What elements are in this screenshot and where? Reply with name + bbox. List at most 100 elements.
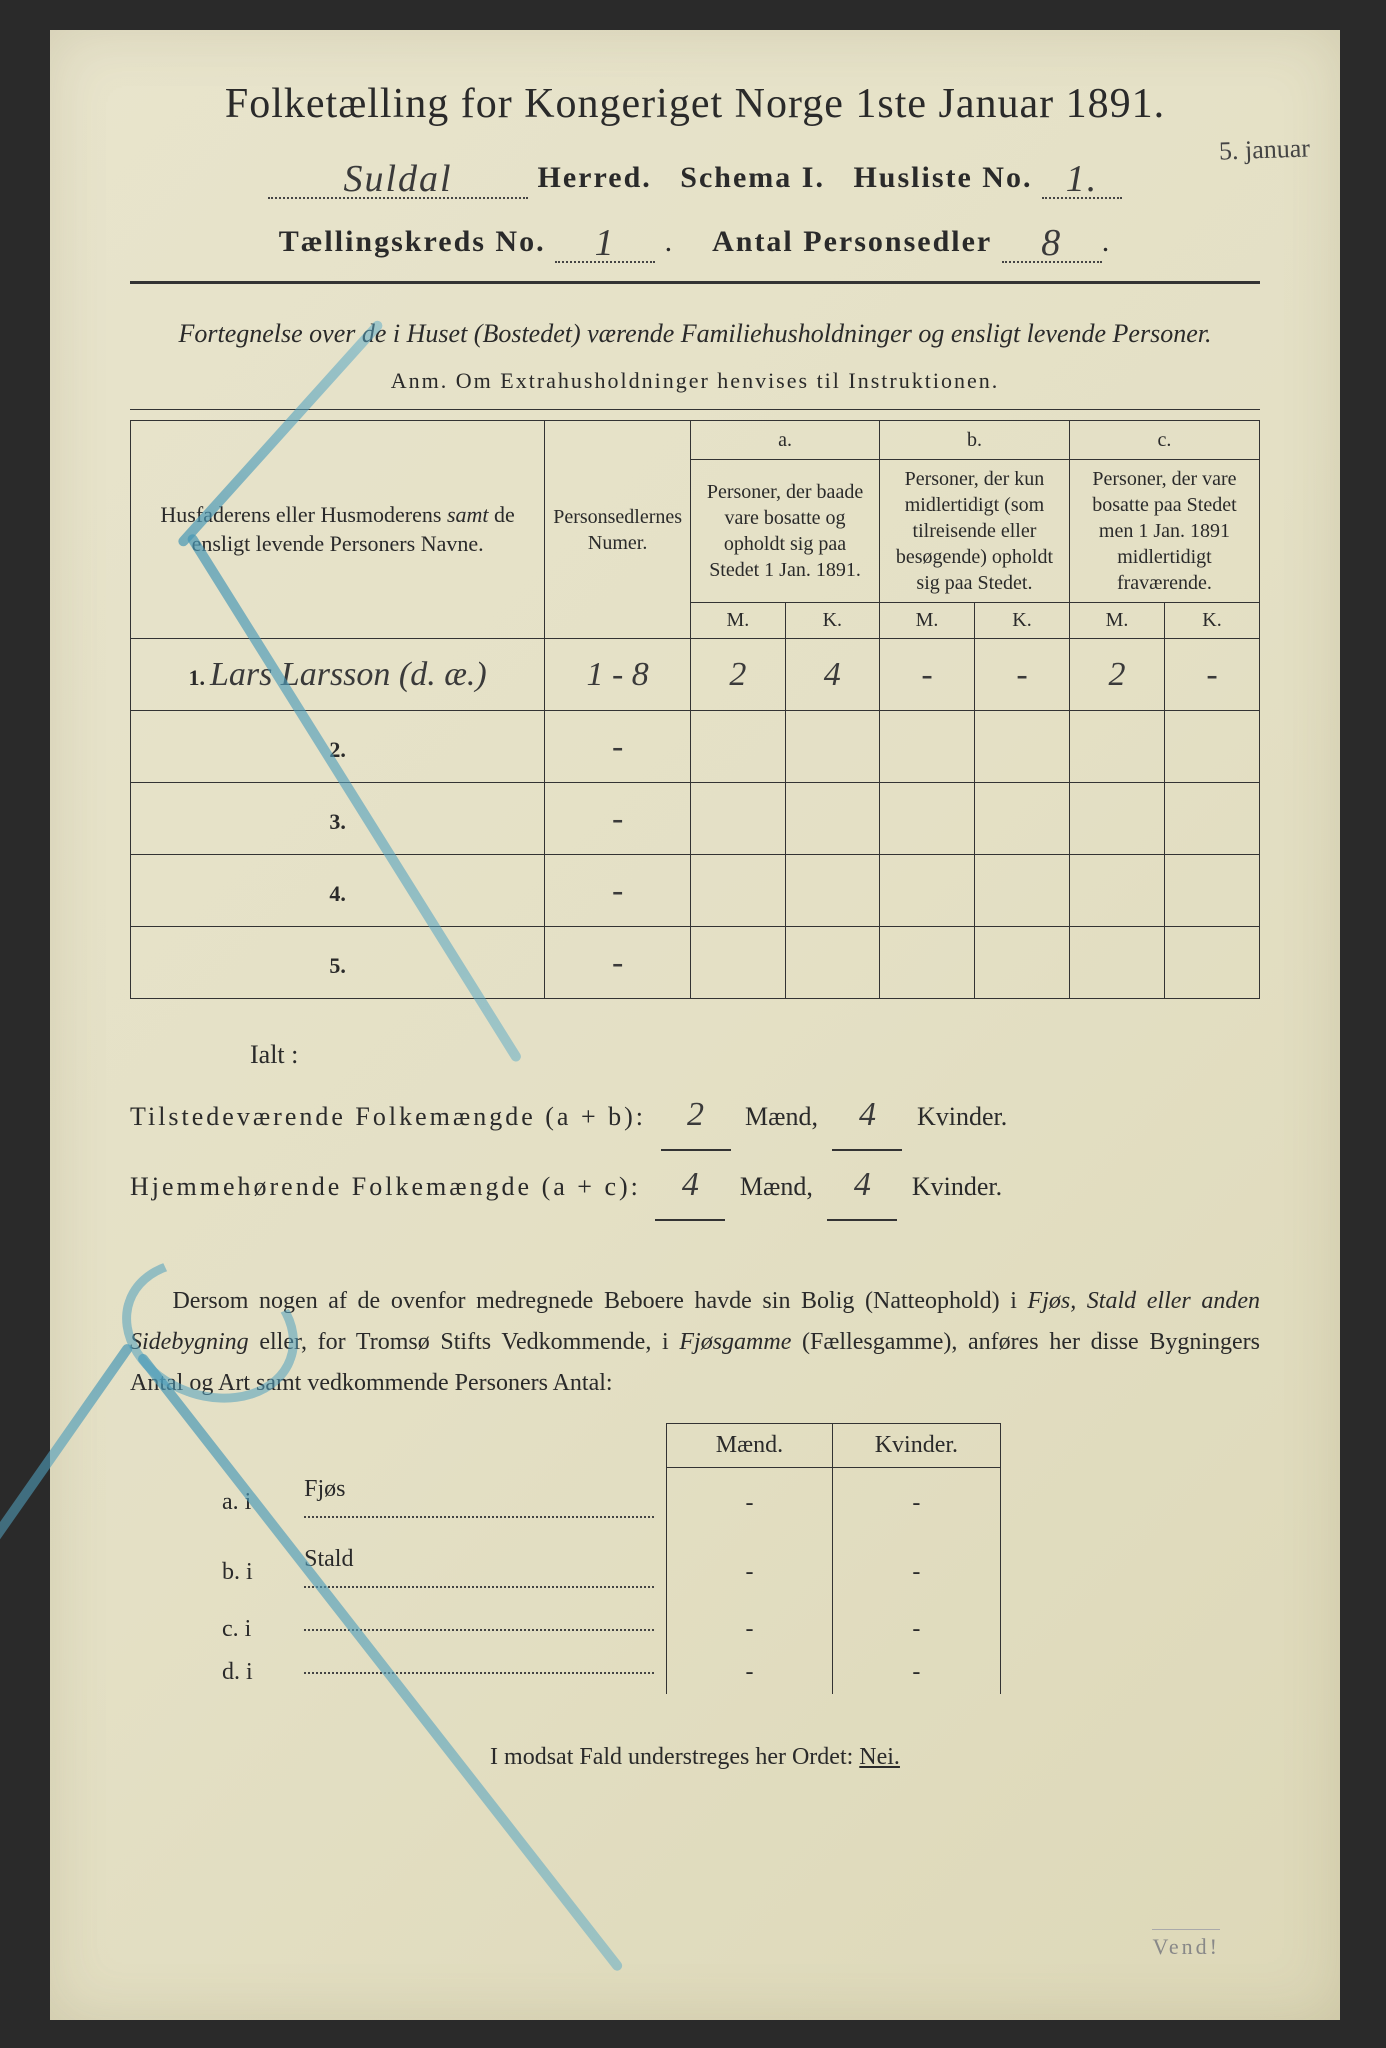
nei-word: Nei. xyxy=(859,1744,900,1770)
cell xyxy=(1165,927,1260,999)
bldg-row: a. iFjøs -- xyxy=(210,1468,1001,1538)
col-a-top: a. xyxy=(691,421,880,460)
bldg-row: c. i -- xyxy=(210,1608,1001,1651)
cell xyxy=(691,855,786,927)
resident-m: 4 xyxy=(655,1151,725,1221)
bldg-label: Stald xyxy=(292,1538,667,1608)
vend-label: Vend! xyxy=(1152,1929,1220,1960)
form-title: Folketælling for Kongeriget Norge 1ste J… xyxy=(130,80,1260,128)
antal-value: 8 xyxy=(1041,222,1062,264)
antal-label: Antal Personsedler xyxy=(712,225,992,258)
kreds-label: Tællingskreds No. xyxy=(279,225,546,258)
building-table: Mænd. Kvinder. a. iFjøs --b. iStald --c.… xyxy=(210,1423,1001,1694)
cell xyxy=(975,927,1070,999)
cell xyxy=(1069,783,1164,855)
cell xyxy=(1069,855,1164,927)
row-num-cell: - xyxy=(545,783,691,855)
present-m: 2 xyxy=(661,1081,731,1151)
bldg-row: d. i -- xyxy=(210,1651,1001,1694)
bldg-maend-header: Mænd. xyxy=(667,1424,833,1468)
cell xyxy=(691,783,786,855)
col-a-header: Personer, der baade vare bosatte og opho… xyxy=(691,460,880,603)
margin-date-note: 5. januar xyxy=(1219,133,1311,166)
maend-label: Mænd, xyxy=(745,1102,818,1131)
table-row: 3. - xyxy=(131,783,1260,855)
bldg-label: Fjøs xyxy=(292,1468,667,1538)
resident-k: 4 xyxy=(827,1151,897,1221)
bldg-key: a. i xyxy=(210,1468,292,1538)
cell xyxy=(1165,855,1260,927)
m-header: M. xyxy=(879,603,974,639)
cell xyxy=(975,855,1070,927)
footer-text: I modsat Fald understreges her Ordet: xyxy=(490,1744,853,1770)
cell xyxy=(785,711,879,783)
resident-label: Hjemmehørende Folkemængde (a + c): xyxy=(130,1172,641,1201)
husliste-label: Husliste No. xyxy=(853,161,1032,194)
cell xyxy=(1165,783,1260,855)
row-num-cell: - xyxy=(545,711,691,783)
row-num-cell: - xyxy=(545,927,691,999)
bldg-key: b. i xyxy=(210,1538,292,1608)
cell xyxy=(879,711,974,783)
row-num-cell: 1 - 8 xyxy=(545,639,691,711)
cell xyxy=(1165,711,1260,783)
bldg-key: d. i xyxy=(210,1651,292,1694)
row-name-cell: 5. xyxy=(131,927,545,999)
col-name-header: Husfaderens eller Husmoderens samt de en… xyxy=(131,421,545,639)
bldg-k: - xyxy=(832,1651,1000,1694)
pencil-stroke xyxy=(0,1342,134,1577)
divider xyxy=(130,409,1260,410)
cell xyxy=(879,855,974,927)
cell: - xyxy=(1165,639,1260,711)
bldg-label xyxy=(292,1651,667,1694)
cell: 4 xyxy=(785,639,879,711)
household-table: Husfaderens eller Husmoderens samt de en… xyxy=(130,420,1260,999)
cell xyxy=(1069,927,1164,999)
col-b-top: b. xyxy=(879,421,1069,460)
ialt-label: Ialt : xyxy=(250,1029,1260,1081)
cell xyxy=(691,927,786,999)
row-name-cell: 1. Lars Larsson (d. æ.) xyxy=(131,639,545,711)
col-c-top: c. xyxy=(1069,421,1259,460)
census-form-page: 5. januar Folketælling for Kongeriget No… xyxy=(50,30,1340,2020)
footer-line: I modsat Fald understreges her Ordet: Ne… xyxy=(130,1744,1260,1771)
bldg-row: b. iStald -- xyxy=(210,1538,1001,1608)
row-name-cell: 2. xyxy=(131,711,545,783)
table-row: 1. Lars Larsson (d. æ.)1 - 824--2- xyxy=(131,639,1260,711)
anm-note: Anm. Om Extrahusholdninger henvises til … xyxy=(130,368,1260,394)
bldg-m: - xyxy=(667,1468,833,1538)
header-line-1: Suldal Herred. Schema I. Husliste No. 1. xyxy=(130,153,1260,199)
bldg-k: - xyxy=(832,1608,1000,1651)
table-row: 5. - xyxy=(131,927,1260,999)
table-row: 2. - xyxy=(131,711,1260,783)
bldg-m: - xyxy=(667,1608,833,1651)
col-num-header: Personsedlernes Numer. xyxy=(545,421,691,639)
present-k: 4 xyxy=(832,1081,902,1151)
header-line-2: Tællingskreds No. 1 . Antal Personsedler… xyxy=(130,217,1260,263)
husliste-value: 1. xyxy=(1066,158,1099,200)
row-num-cell: - xyxy=(545,855,691,927)
cell: - xyxy=(879,639,974,711)
k-header: K. xyxy=(975,603,1070,639)
building-paragraph: Dersom nogen af de ovenfor medregnede Be… xyxy=(130,1281,1260,1403)
subtitle: Fortegnelse over de i Huset (Bostedet) v… xyxy=(130,314,1260,353)
cell xyxy=(1069,711,1164,783)
table-row: 4. - xyxy=(131,855,1260,927)
k-header: K. xyxy=(785,603,879,639)
bldg-k: - xyxy=(832,1538,1000,1608)
row-name-cell: 4. xyxy=(131,855,545,927)
kvinder-label: Kvinder. xyxy=(917,1102,1007,1131)
cell xyxy=(975,783,1070,855)
m-header: M. xyxy=(1069,603,1164,639)
col-c-header: Personer, der vare bosatte paa Stedet me… xyxy=(1069,460,1259,603)
herred-value: Suldal xyxy=(343,158,452,200)
bldg-label xyxy=(292,1608,667,1651)
cell xyxy=(975,711,1070,783)
col-b-header: Personer, der kun midlertidigt (som tilr… xyxy=(879,460,1069,603)
cell: - xyxy=(975,639,1070,711)
cell: 2 xyxy=(1069,639,1164,711)
bldg-m: - xyxy=(667,1538,833,1608)
totals-block: Ialt : Tilstedeværende Folkemængde (a + … xyxy=(130,1029,1260,1221)
bldg-k: - xyxy=(832,1468,1000,1538)
cell: 2 xyxy=(691,639,786,711)
